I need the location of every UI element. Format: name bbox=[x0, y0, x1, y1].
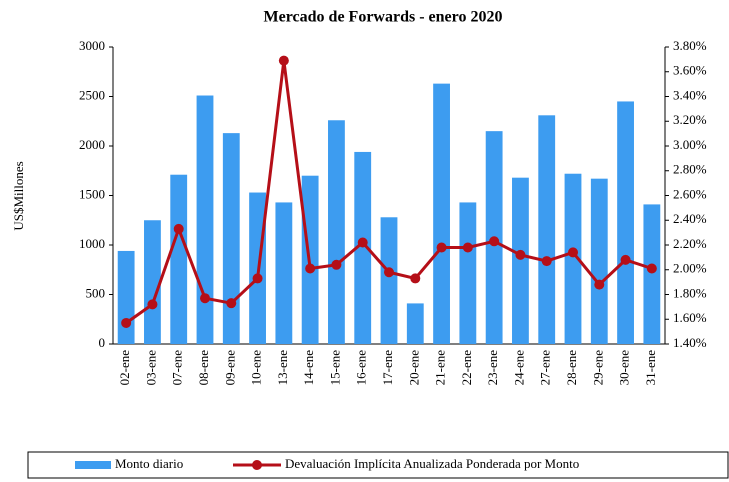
line-marker bbox=[462, 242, 473, 253]
bar bbox=[196, 95, 214, 344]
bar bbox=[617, 101, 634, 344]
x-tick-label: 16-ene bbox=[354, 350, 369, 386]
y2-tick-label: 2.80% bbox=[673, 162, 707, 177]
x-tick-label: 22-ene bbox=[459, 350, 474, 386]
y-tick-label: 1500 bbox=[79, 186, 105, 201]
x-tick-label: 21-ene bbox=[433, 350, 448, 386]
legend-label: Devaluación Implícita Anualizada Pondera… bbox=[285, 456, 579, 471]
line-marker bbox=[384, 267, 394, 278]
line-marker bbox=[410, 273, 421, 284]
y-tick-label: 500 bbox=[86, 285, 106, 300]
y2-tick-label: 1.80% bbox=[673, 285, 707, 300]
line-marker bbox=[226, 298, 237, 309]
y2-tick-label: 2.60% bbox=[673, 186, 707, 201]
x-tick-label: 03-ene bbox=[143, 350, 158, 386]
y-tick-label: 3000 bbox=[79, 38, 105, 53]
line-marker bbox=[568, 247, 578, 258]
x-tick-label: 30-ene bbox=[617, 350, 632, 386]
x-tick-label: 14-ene bbox=[301, 350, 316, 386]
y-tick-label: 0 bbox=[99, 335, 106, 350]
y2-tick-label: 1.40% bbox=[673, 335, 707, 350]
x-tick-label: 15-ene bbox=[327, 350, 342, 386]
legend-swatch bbox=[75, 461, 111, 469]
bar bbox=[354, 151, 372, 344]
line-marker bbox=[147, 299, 158, 310]
x-tick-label: 02-ene bbox=[117, 350, 132, 386]
line-marker bbox=[646, 263, 657, 274]
line-marker bbox=[515, 249, 526, 260]
y2-tick-label: 3.00% bbox=[673, 137, 707, 152]
y2-tick-label: 2.00% bbox=[673, 261, 707, 276]
line-marker bbox=[305, 263, 316, 274]
chart-title: Mercado de Forwards - enero 2020 bbox=[264, 9, 503, 26]
x-tick-label: 29-ene bbox=[590, 350, 605, 386]
line-marker bbox=[357, 237, 368, 248]
x-tick-label: 13-ene bbox=[275, 350, 290, 386]
x-tick-label: 23-ene bbox=[485, 350, 500, 386]
line-marker bbox=[489, 236, 500, 247]
bar bbox=[538, 115, 556, 344]
bar bbox=[328, 120, 345, 344]
x-tick-label: 10-ene bbox=[249, 350, 264, 386]
y2-tick-label: 3.20% bbox=[673, 112, 707, 127]
y-axis-label: US$Millones bbox=[11, 161, 26, 230]
y2-tick-label: 2.40% bbox=[673, 211, 707, 226]
y2-tick-label: 3.80% bbox=[673, 38, 707, 53]
line-marker bbox=[252, 273, 263, 284]
y2-tick-label: 2.20% bbox=[673, 236, 707, 251]
x-tick-label: 08-ene bbox=[196, 350, 211, 386]
bar bbox=[170, 174, 188, 344]
bar bbox=[564, 173, 582, 344]
x-tick-label: 09-ene bbox=[222, 350, 237, 386]
bar bbox=[433, 83, 450, 344]
line-marker bbox=[121, 317, 132, 328]
x-tick-label: 17-ene bbox=[380, 350, 395, 386]
bar bbox=[459, 202, 477, 344]
bar bbox=[512, 177, 529, 344]
bar bbox=[222, 133, 240, 344]
bar bbox=[590, 178, 608, 344]
legend-swatch-marker bbox=[252, 460, 262, 470]
y-tick-label: 1000 bbox=[79, 236, 105, 251]
bar bbox=[643, 204, 661, 344]
x-tick-label: 28-ene bbox=[564, 350, 579, 386]
line-marker bbox=[620, 254, 631, 265]
bar bbox=[406, 303, 424, 344]
line-marker bbox=[278, 55, 289, 66]
y2-tick-label: 3.60% bbox=[673, 63, 707, 78]
bar bbox=[380, 217, 398, 344]
legend-box bbox=[27, 451, 729, 479]
line-marker bbox=[541, 256, 552, 267]
x-tick-label: 24-ene bbox=[511, 350, 526, 386]
line-marker bbox=[436, 242, 447, 253]
y2-tick-label: 1.60% bbox=[673, 310, 707, 325]
line-marker bbox=[173, 223, 184, 234]
line-marker bbox=[331, 259, 342, 270]
x-tick-label: 27-ene bbox=[538, 350, 553, 386]
y2-tick-label: 3.40% bbox=[673, 87, 707, 102]
bar bbox=[275, 202, 293, 344]
line-marker bbox=[594, 279, 605, 290]
x-tick-label: 31-ene bbox=[643, 350, 658, 386]
x-tick-label: 07-ene bbox=[170, 350, 185, 386]
legend-label: Monto diario bbox=[115, 456, 183, 471]
y-tick-label: 2500 bbox=[79, 87, 105, 102]
y-tick-label: 2000 bbox=[79, 137, 105, 152]
bar bbox=[144, 220, 161, 344]
line-marker bbox=[200, 293, 210, 304]
x-tick-label: 20-ene bbox=[406, 350, 421, 386]
bar bbox=[117, 250, 135, 344]
